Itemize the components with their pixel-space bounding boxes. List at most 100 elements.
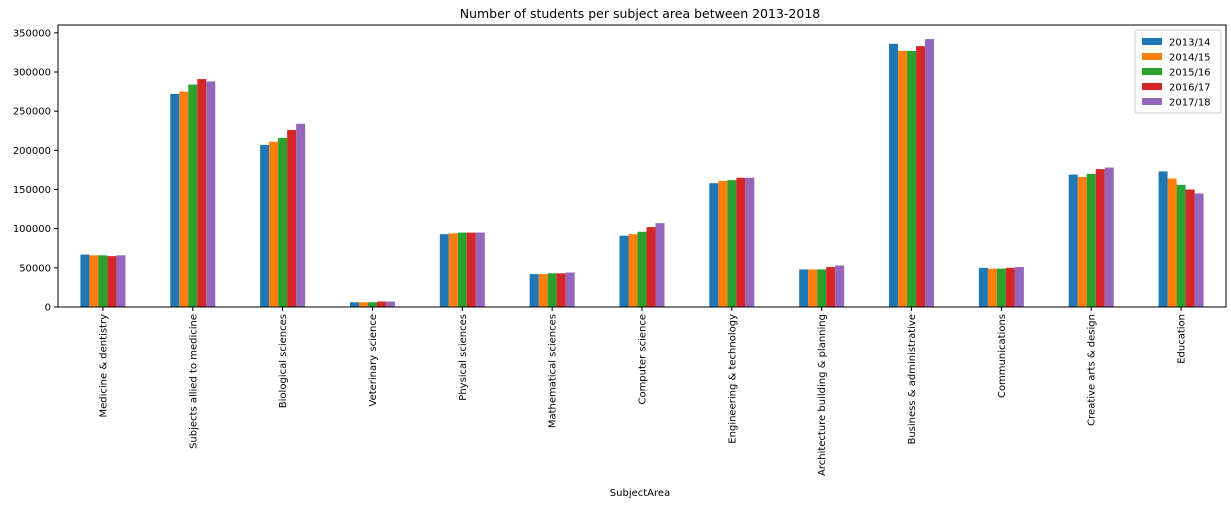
bar bbox=[466, 232, 476, 307]
bar bbox=[826, 267, 836, 307]
bar bbox=[188, 84, 198, 307]
bar bbox=[1086, 173, 1096, 307]
legend-swatch bbox=[1142, 53, 1162, 60]
bar bbox=[367, 302, 377, 307]
bar bbox=[889, 43, 899, 308]
plot-area: 0 50000 100000 150000 200000 250000 300000 3500… bbox=[13, 24, 1227, 476]
bar bbox=[1005, 267, 1015, 307]
legend-swatch bbox=[1142, 83, 1162, 90]
bar bbox=[1095, 169, 1105, 307]
bar bbox=[1185, 189, 1195, 307]
chart-title: Number of students per subject area betw… bbox=[460, 6, 821, 21]
bar bbox=[197, 79, 207, 307]
legend-swatch bbox=[1142, 38, 1162, 45]
bar bbox=[996, 268, 1006, 307]
y-tick-label: 200000 bbox=[13, 146, 51, 157]
x-tick-label: Veterinary science bbox=[368, 314, 379, 406]
plot-frame bbox=[57, 24, 1227, 308]
legend-label: 2016/17 bbox=[1169, 83, 1211, 94]
bar bbox=[260, 144, 270, 307]
y-tick-label: 300000 bbox=[13, 68, 51, 79]
bar bbox=[287, 129, 297, 307]
bar bbox=[439, 234, 449, 307]
y-tick-label: 350000 bbox=[13, 28, 51, 39]
legend-label: 2014/15 bbox=[1169, 53, 1211, 64]
bar bbox=[269, 141, 279, 307]
bar bbox=[799, 269, 809, 307]
y-tick-label: 150000 bbox=[13, 185, 51, 196]
bar bbox=[817, 269, 827, 307]
bar bbox=[116, 255, 126, 307]
x-tick-label: Computer science bbox=[638, 314, 649, 405]
bar bbox=[278, 137, 288, 307]
bar bbox=[1104, 167, 1114, 307]
y-tick-label: 0 bbox=[45, 303, 51, 314]
bar bbox=[637, 231, 647, 307]
x-tick-label: Mathematical sciences bbox=[548, 314, 559, 428]
bar bbox=[978, 267, 988, 307]
bar bbox=[835, 265, 845, 307]
bar bbox=[296, 123, 306, 307]
bar bbox=[718, 180, 728, 307]
bar bbox=[628, 234, 638, 307]
bar bbox=[736, 177, 746, 307]
bar bbox=[179, 91, 189, 307]
bar bbox=[745, 177, 755, 307]
x-tick-label: Subjects allied to medicine bbox=[188, 314, 199, 449]
x-tick-label: Engineering & technology bbox=[727, 314, 738, 444]
bar bbox=[457, 232, 467, 307]
bar bbox=[1167, 178, 1177, 307]
x-tick-label: Business & administrative bbox=[907, 314, 918, 445]
bar bbox=[376, 301, 386, 307]
x-tick-label: Creative arts & design bbox=[1087, 314, 1098, 426]
bar bbox=[385, 301, 395, 307]
bar bbox=[727, 180, 737, 307]
x-tick-label: Biological sciences bbox=[278, 314, 289, 408]
y-tick-label: 100000 bbox=[13, 224, 51, 235]
bar bbox=[907, 50, 917, 307]
x-tick-label: Physical sciences bbox=[458, 314, 469, 401]
bar bbox=[547, 273, 557, 307]
x-tick-label: Architecture building & planning bbox=[817, 314, 828, 476]
legend-box bbox=[1134, 29, 1222, 114]
bar bbox=[89, 255, 99, 307]
bar bbox=[170, 93, 180, 308]
legend-swatch bbox=[1142, 98, 1162, 105]
bar bbox=[987, 268, 997, 307]
legend-label: 2015/16 bbox=[1169, 68, 1211, 79]
bar bbox=[1176, 184, 1186, 307]
bar bbox=[808, 269, 818, 307]
legend: 2013/14 2014/15 2015/16 2016/17 2017/18 bbox=[1134, 29, 1222, 114]
bar bbox=[349, 302, 359, 307]
bar bbox=[538, 274, 548, 307]
x-tick-label: Education bbox=[1177, 314, 1188, 364]
y-tick-label: 50000 bbox=[19, 263, 51, 274]
bar bbox=[1077, 176, 1087, 307]
y-tick-label: 250000 bbox=[13, 107, 51, 118]
bar bbox=[1158, 171, 1168, 307]
bar bbox=[925, 39, 935, 307]
bar bbox=[655, 223, 665, 307]
bar bbox=[1194, 193, 1204, 307]
x-tick-label: Communications bbox=[997, 314, 1008, 398]
bar bbox=[898, 50, 908, 307]
bar bbox=[1014, 267, 1024, 307]
bar bbox=[448, 233, 458, 307]
x-axis-label: SubjectArea bbox=[610, 488, 670, 499]
bar bbox=[98, 255, 108, 307]
bar bbox=[358, 302, 368, 307]
legend-label: 2013/14 bbox=[1169, 38, 1211, 49]
bar bbox=[206, 81, 216, 308]
legend-label: 2017/18 bbox=[1169, 98, 1211, 109]
bar bbox=[529, 274, 539, 307]
bar bbox=[565, 272, 575, 307]
bar bbox=[80, 254, 90, 307]
bar bbox=[1068, 174, 1078, 307]
bar bbox=[556, 273, 566, 307]
bar bbox=[709, 183, 719, 307]
x-tick-label: Medicine & dentistry bbox=[98, 314, 109, 418]
bar bbox=[475, 232, 485, 307]
bar bbox=[107, 256, 117, 307]
